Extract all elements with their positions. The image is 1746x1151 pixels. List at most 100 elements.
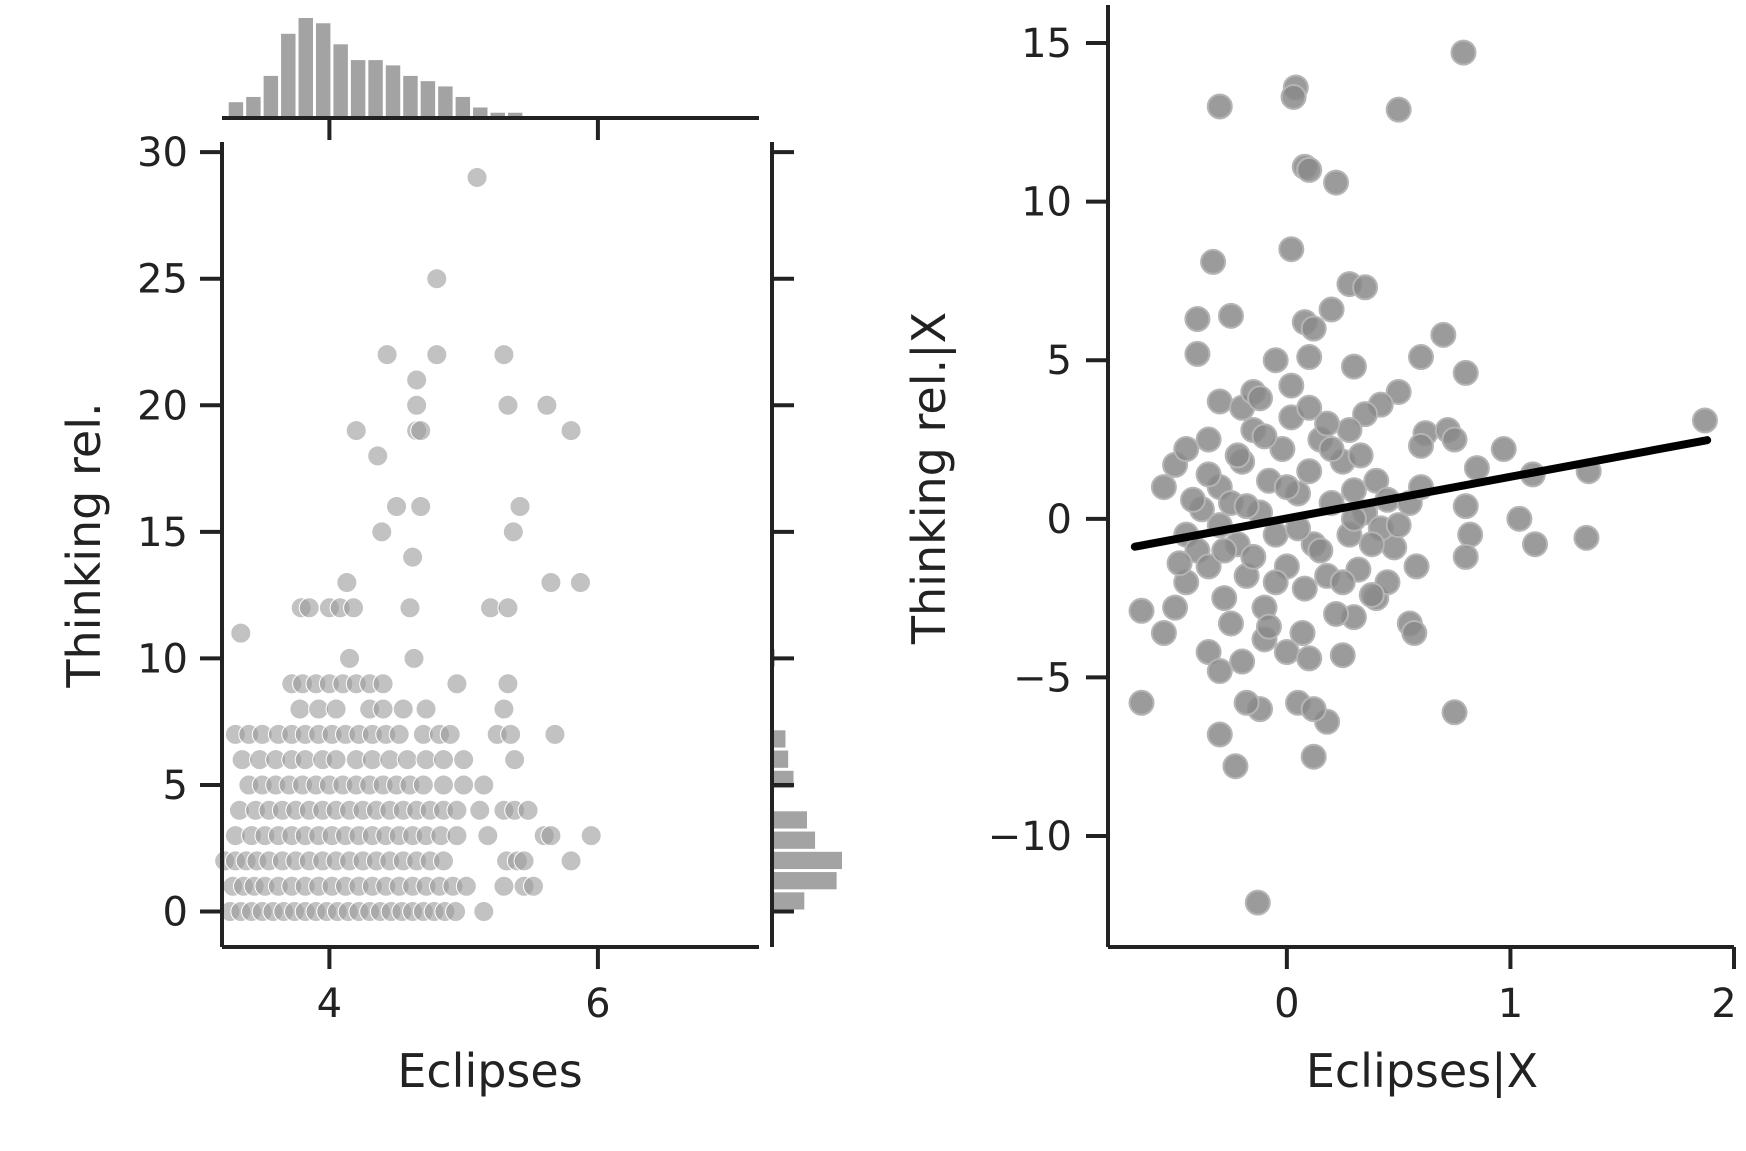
- scatter-point: [339, 647, 361, 669]
- scatter-point: [1307, 537, 1334, 564]
- scatter-point: [388, 723, 410, 745]
- scatter-point: [392, 698, 414, 720]
- scatter-point: [1441, 426, 1468, 453]
- scatter-point: [1262, 569, 1289, 596]
- scatter-point: [504, 749, 526, 771]
- scatter-point: [345, 420, 367, 442]
- scatter-point: [1358, 531, 1385, 558]
- scatter-point: [1358, 581, 1385, 608]
- scatter-point: [1463, 455, 1490, 482]
- scatter-point: [453, 749, 475, 771]
- scatter-point: [1195, 426, 1222, 453]
- scatter-point: [1195, 461, 1222, 488]
- scatter-point: [412, 774, 434, 796]
- scatter-point: [1233, 689, 1260, 716]
- histogram-bar: [507, 112, 523, 118]
- scatter-point: [1452, 543, 1479, 570]
- histogram-bar: [455, 96, 471, 118]
- scatter-point: [1323, 600, 1350, 627]
- scatter-point: [1408, 432, 1434, 459]
- marginal-x-histogram: [228, 18, 523, 119]
- y-tick-label: 15: [1021, 21, 1072, 67]
- scatter-point: [1300, 696, 1327, 723]
- scatter-point: [493, 698, 515, 720]
- scatter-point: [517, 799, 539, 821]
- scatter-point: [403, 647, 425, 669]
- scatter-point: [1408, 344, 1434, 371]
- scatter-point: [426, 344, 448, 366]
- scatter-point: [1184, 340, 1211, 367]
- scatter-point: [367, 445, 389, 467]
- histogram-bar: [385, 65, 401, 118]
- x-tick-label: 6: [585, 981, 610, 1027]
- y-tick-label: 30: [137, 130, 188, 176]
- scatter-point: [1262, 347, 1289, 374]
- scatter-point: [1352, 274, 1379, 301]
- scatter-point: [426, 268, 448, 290]
- histogram-bar: [772, 892, 805, 910]
- scatter-point: [1269, 436, 1296, 463]
- scatter-point: [298, 597, 320, 619]
- scatter-point: [1296, 156, 1323, 183]
- histogram-bar: [772, 750, 789, 768]
- scatter-point: [289, 698, 311, 720]
- scatter-point: [1296, 458, 1323, 485]
- scatter-point: [1573, 524, 1600, 551]
- scatter-point: [540, 825, 562, 847]
- scatter-point: [1385, 512, 1412, 539]
- scatter-point: [1150, 620, 1177, 646]
- histogram-bar: [772, 831, 816, 849]
- scatter-point: [1352, 401, 1379, 428]
- histogram-bar: [772, 851, 842, 870]
- scatter-point: [446, 825, 468, 847]
- scatter-point: [1329, 569, 1356, 596]
- y-tick-label: 20: [137, 383, 188, 429]
- scatter-point: [399, 597, 421, 619]
- joint-plot-points: [214, 166, 602, 923]
- scatter-point: [1522, 531, 1549, 558]
- scatter-point: [1318, 296, 1345, 323]
- scatter-point: [473, 774, 495, 796]
- scatter-point: [513, 850, 535, 872]
- marginal-y-ticks: [772, 150, 794, 914]
- histogram-bar: [263, 75, 279, 118]
- y-tick-label: 10: [1021, 180, 1072, 226]
- scatter-point: [1450, 39, 1477, 66]
- scatter-point: [1506, 505, 1533, 532]
- scatter-point: [1217, 302, 1244, 329]
- right-y-axis-label: Thinking rel.|X: [902, 312, 957, 645]
- scatter-point: [560, 850, 582, 872]
- scatter-point: [1251, 423, 1278, 450]
- scatter-point: [1166, 550, 1193, 577]
- scatter-point: [1184, 306, 1211, 332]
- regression-line: [1130, 436, 1712, 551]
- scatter-point: [1347, 442, 1374, 469]
- scatter-point: [522, 875, 544, 897]
- scatter-point: [502, 521, 524, 543]
- scatter-point: [1262, 521, 1289, 548]
- left-y-ticks: 0 5 10 15 20 25 30: [137, 130, 222, 936]
- histogram-bar: [490, 112, 505, 118]
- scatter-point: [493, 875, 515, 897]
- scatter-point: [445, 901, 467, 923]
- scatter-point: [477, 825, 499, 847]
- histogram-bar: [333, 44, 348, 118]
- scatter-point: [1224, 442, 1251, 469]
- y-tick-label: 5: [163, 763, 188, 809]
- scatter-point: [372, 698, 394, 720]
- scatter-point: [1206, 721, 1233, 748]
- scatter-point: [1457, 521, 1484, 548]
- scatter-point: [1401, 620, 1428, 646]
- scatter-point: [376, 344, 398, 366]
- scatter-point: [453, 774, 475, 796]
- scatter-point: [1229, 648, 1256, 675]
- scatter-point: [509, 496, 531, 518]
- scatter-point: [1179, 486, 1206, 513]
- scatter-point: [433, 774, 455, 796]
- scatter-point: [1452, 359, 1479, 386]
- scatter-point: [406, 394, 428, 416]
- histogram-bar: [772, 872, 837, 890]
